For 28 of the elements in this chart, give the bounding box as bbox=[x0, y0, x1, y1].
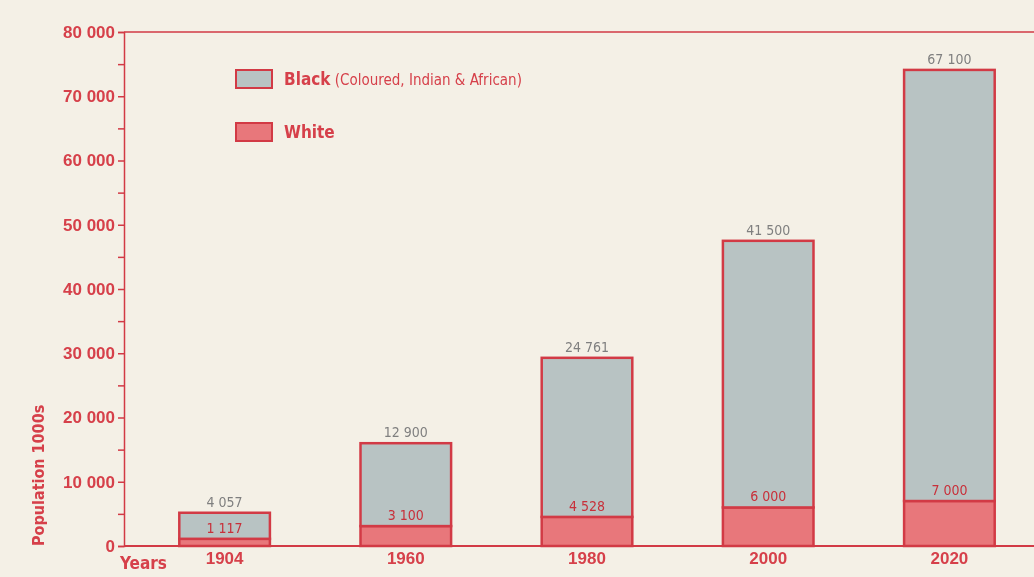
x-tick-label: 2000 bbox=[749, 549, 788, 569]
y-tick-label: 0 bbox=[105, 536, 115, 556]
x-tick-label: 2020 bbox=[930, 549, 969, 569]
y-tick-label: 10 000 bbox=[63, 472, 115, 492]
data-label: 3 100 bbox=[387, 507, 424, 524]
data-label: 7 000 bbox=[931, 482, 968, 499]
y-tick-label: 30 000 bbox=[63, 344, 115, 364]
x-axis-title: Years bbox=[119, 553, 167, 573]
y-tick-label: 20 000 bbox=[63, 408, 115, 428]
data-label: 24 761 bbox=[564, 338, 610, 355]
y-tick-label: 50 000 bbox=[63, 215, 115, 235]
data-label: 12 900 bbox=[383, 424, 428, 441]
legend-label: Black (Coloured, Indian & African) bbox=[284, 69, 522, 89]
data-label: 67 100 bbox=[927, 50, 972, 67]
data-label: 4 057 bbox=[206, 493, 243, 510]
data-label: 41 500 bbox=[746, 221, 791, 238]
y-tick-label: 60 000 bbox=[63, 151, 115, 171]
legend-label: White bbox=[284, 122, 335, 142]
data-label: 1 117 bbox=[206, 519, 243, 536]
x-tick-label: 1960 bbox=[386, 549, 425, 569]
data-label: 4 528 bbox=[568, 497, 606, 514]
y-tick-label: 40 000 bbox=[63, 279, 115, 299]
x-tick-label: 1904 bbox=[205, 549, 245, 569]
data-label: 6 000 bbox=[750, 488, 787, 505]
y-tick-label: 80 000 bbox=[63, 22, 115, 42]
y-tick-label: 70 000 bbox=[63, 87, 115, 107]
x-tick-label: 1980 bbox=[568, 549, 606, 569]
y-axis-title: Population 1000s bbox=[29, 404, 48, 546]
